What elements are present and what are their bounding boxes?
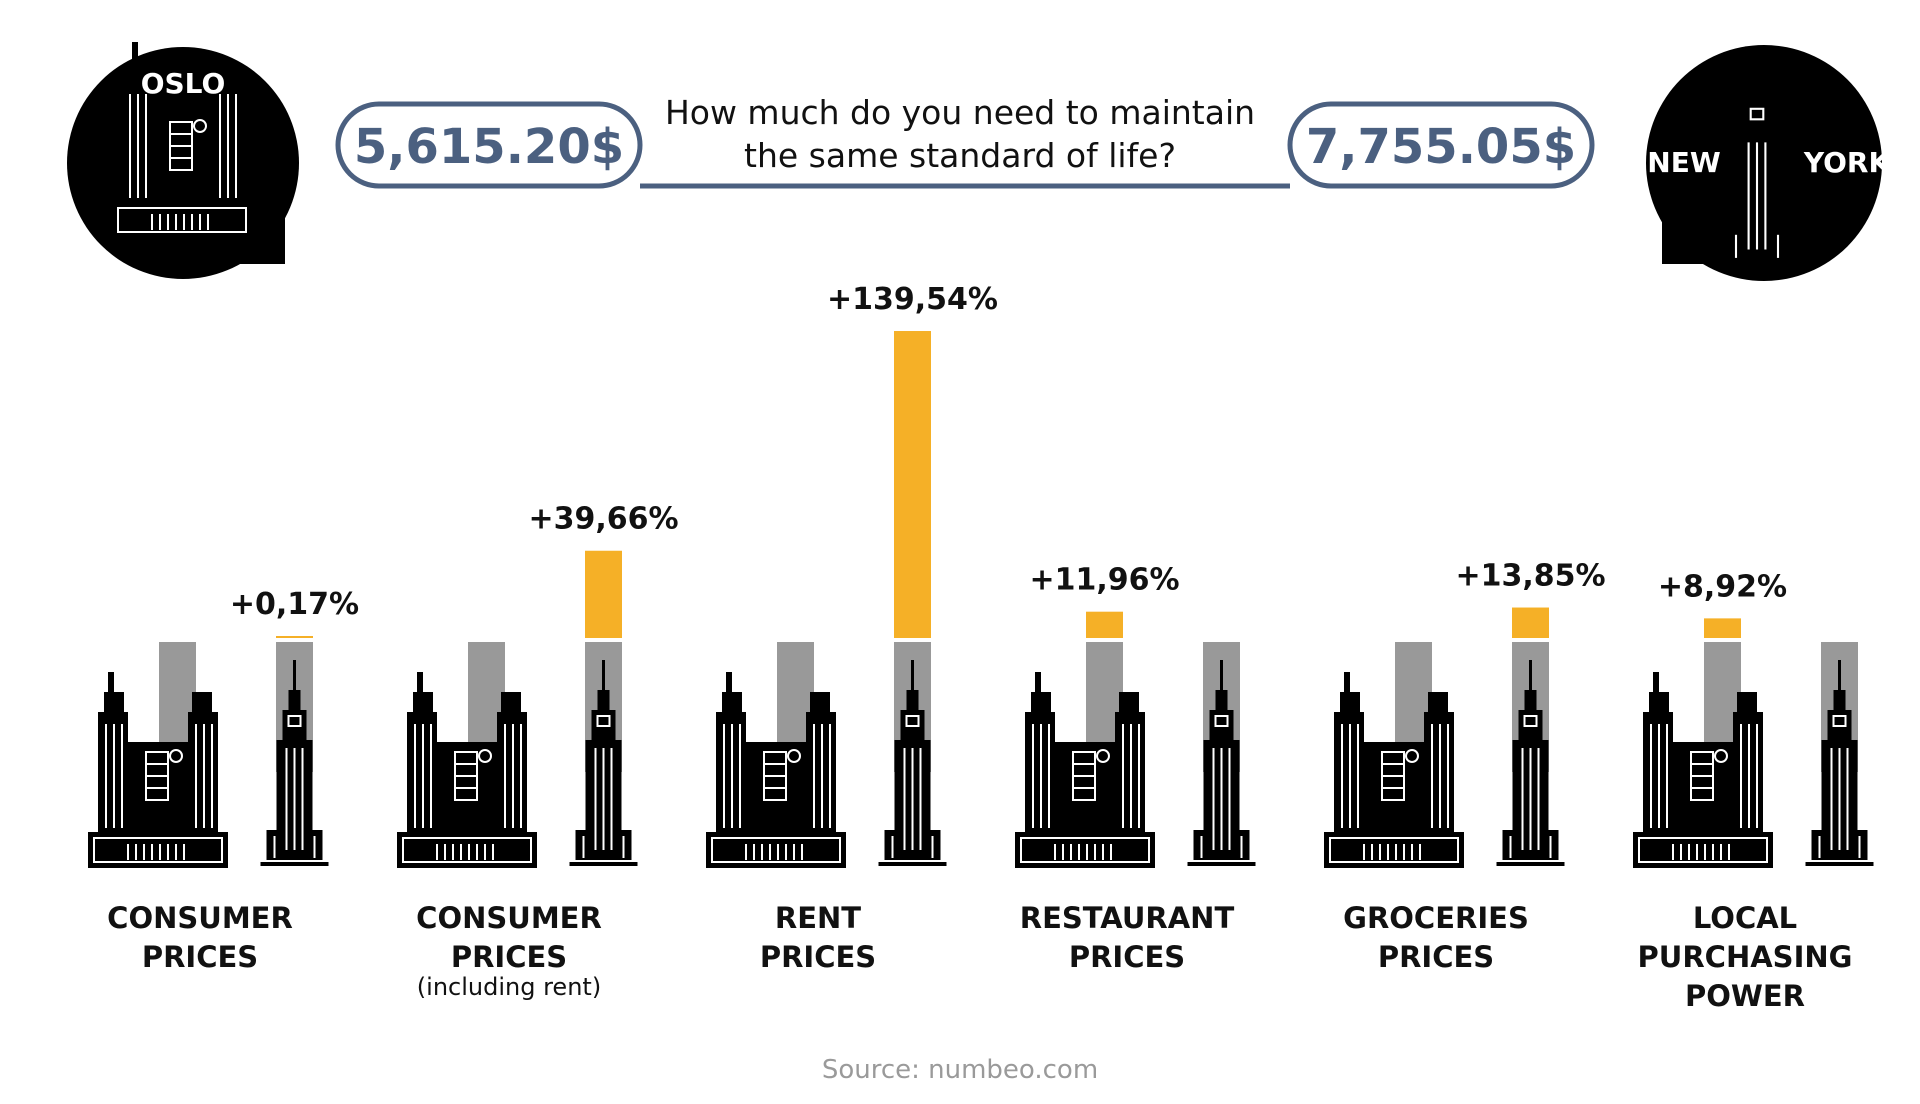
question-line-1: How much do you need to maintain [665, 93, 1255, 132]
category-label-2-line-2: PRICES [760, 940, 876, 974]
category-label-5-line-2: PURCHASING [1638, 940, 1853, 974]
oslo-building-icon-3 [1014, 671, 1156, 869]
increase-bar-4 [1512, 607, 1549, 638]
oslo-building-icon-5 [1632, 671, 1774, 869]
category-label-1-line-2: PRICES [451, 940, 567, 974]
new-york-building-icon-5 [1804, 659, 1875, 867]
category-label-0-line-2: PRICES [142, 940, 258, 974]
percent-label-2: +139,54% [827, 282, 998, 317]
category-label-2-line-1: RENT [775, 901, 861, 935]
percent-label-1: +39,66% [528, 502, 678, 537]
new-york-building-icon-4 [1495, 659, 1566, 867]
question-line-2: the same standard of life? [744, 136, 1176, 175]
new-york-label-word1: NEW [1647, 146, 1721, 179]
percent-label-5: +8,92% [1658, 569, 1787, 604]
new-york-badge [1646, 45, 1882, 281]
new-york-amount-pill [1287, 101, 1595, 189]
oslo-amount: 5,615.20$ [354, 119, 624, 175]
new-york-building-icon-0 [259, 659, 330, 867]
oslo-badge [67, 41, 299, 279]
increase-bar-3 [1086, 611, 1123, 638]
category-label-5-line-1: LOCAL [1693, 901, 1797, 935]
increase-bar-2 [894, 331, 931, 638]
new-york-building-icon-1 [568, 659, 639, 867]
oslo-amount-pill [335, 101, 643, 189]
increase-bar-1 [585, 550, 622, 638]
category-label-5-line-3: POWER [1685, 979, 1805, 1013]
percent-label-4: +13,85% [1455, 559, 1605, 594]
category-label-3-line-2: PRICES [1069, 940, 1185, 974]
source-note: Source: numbeo.com [822, 1055, 1098, 1085]
category-label-4-line-2: PRICES [1378, 940, 1494, 974]
category-label-0-line-1: CONSUMER [107, 901, 293, 935]
percent-label-3: +11,96% [1029, 563, 1179, 598]
new-york-building-icon-3 [1186, 659, 1257, 867]
category-label-4-line-1: GROCERIES [1343, 901, 1529, 935]
oslo-building-icon-1 [396, 671, 538, 869]
new-york-building-icon-2 [877, 659, 948, 867]
increase-bar-0 [276, 636, 313, 638]
oslo-building-icon-4 [1323, 671, 1465, 869]
new-york-label-word2: YORK [1803, 146, 1892, 179]
new-york-amount: 7,755.05$ [1306, 119, 1576, 175]
increase-bar-5 [1704, 618, 1741, 638]
category-sublabel-1: (including rent) [417, 973, 601, 1001]
oslo-building-icon-2 [705, 671, 847, 869]
oslo-label: OSLO [141, 67, 226, 100]
oslo-building-icon-0 [87, 671, 229, 869]
category-label-3-line-1: RESTAURANT [1020, 901, 1235, 935]
category-label-1-line-1: CONSUMER [416, 901, 602, 935]
percent-label-0: +0,17% [230, 587, 359, 622]
